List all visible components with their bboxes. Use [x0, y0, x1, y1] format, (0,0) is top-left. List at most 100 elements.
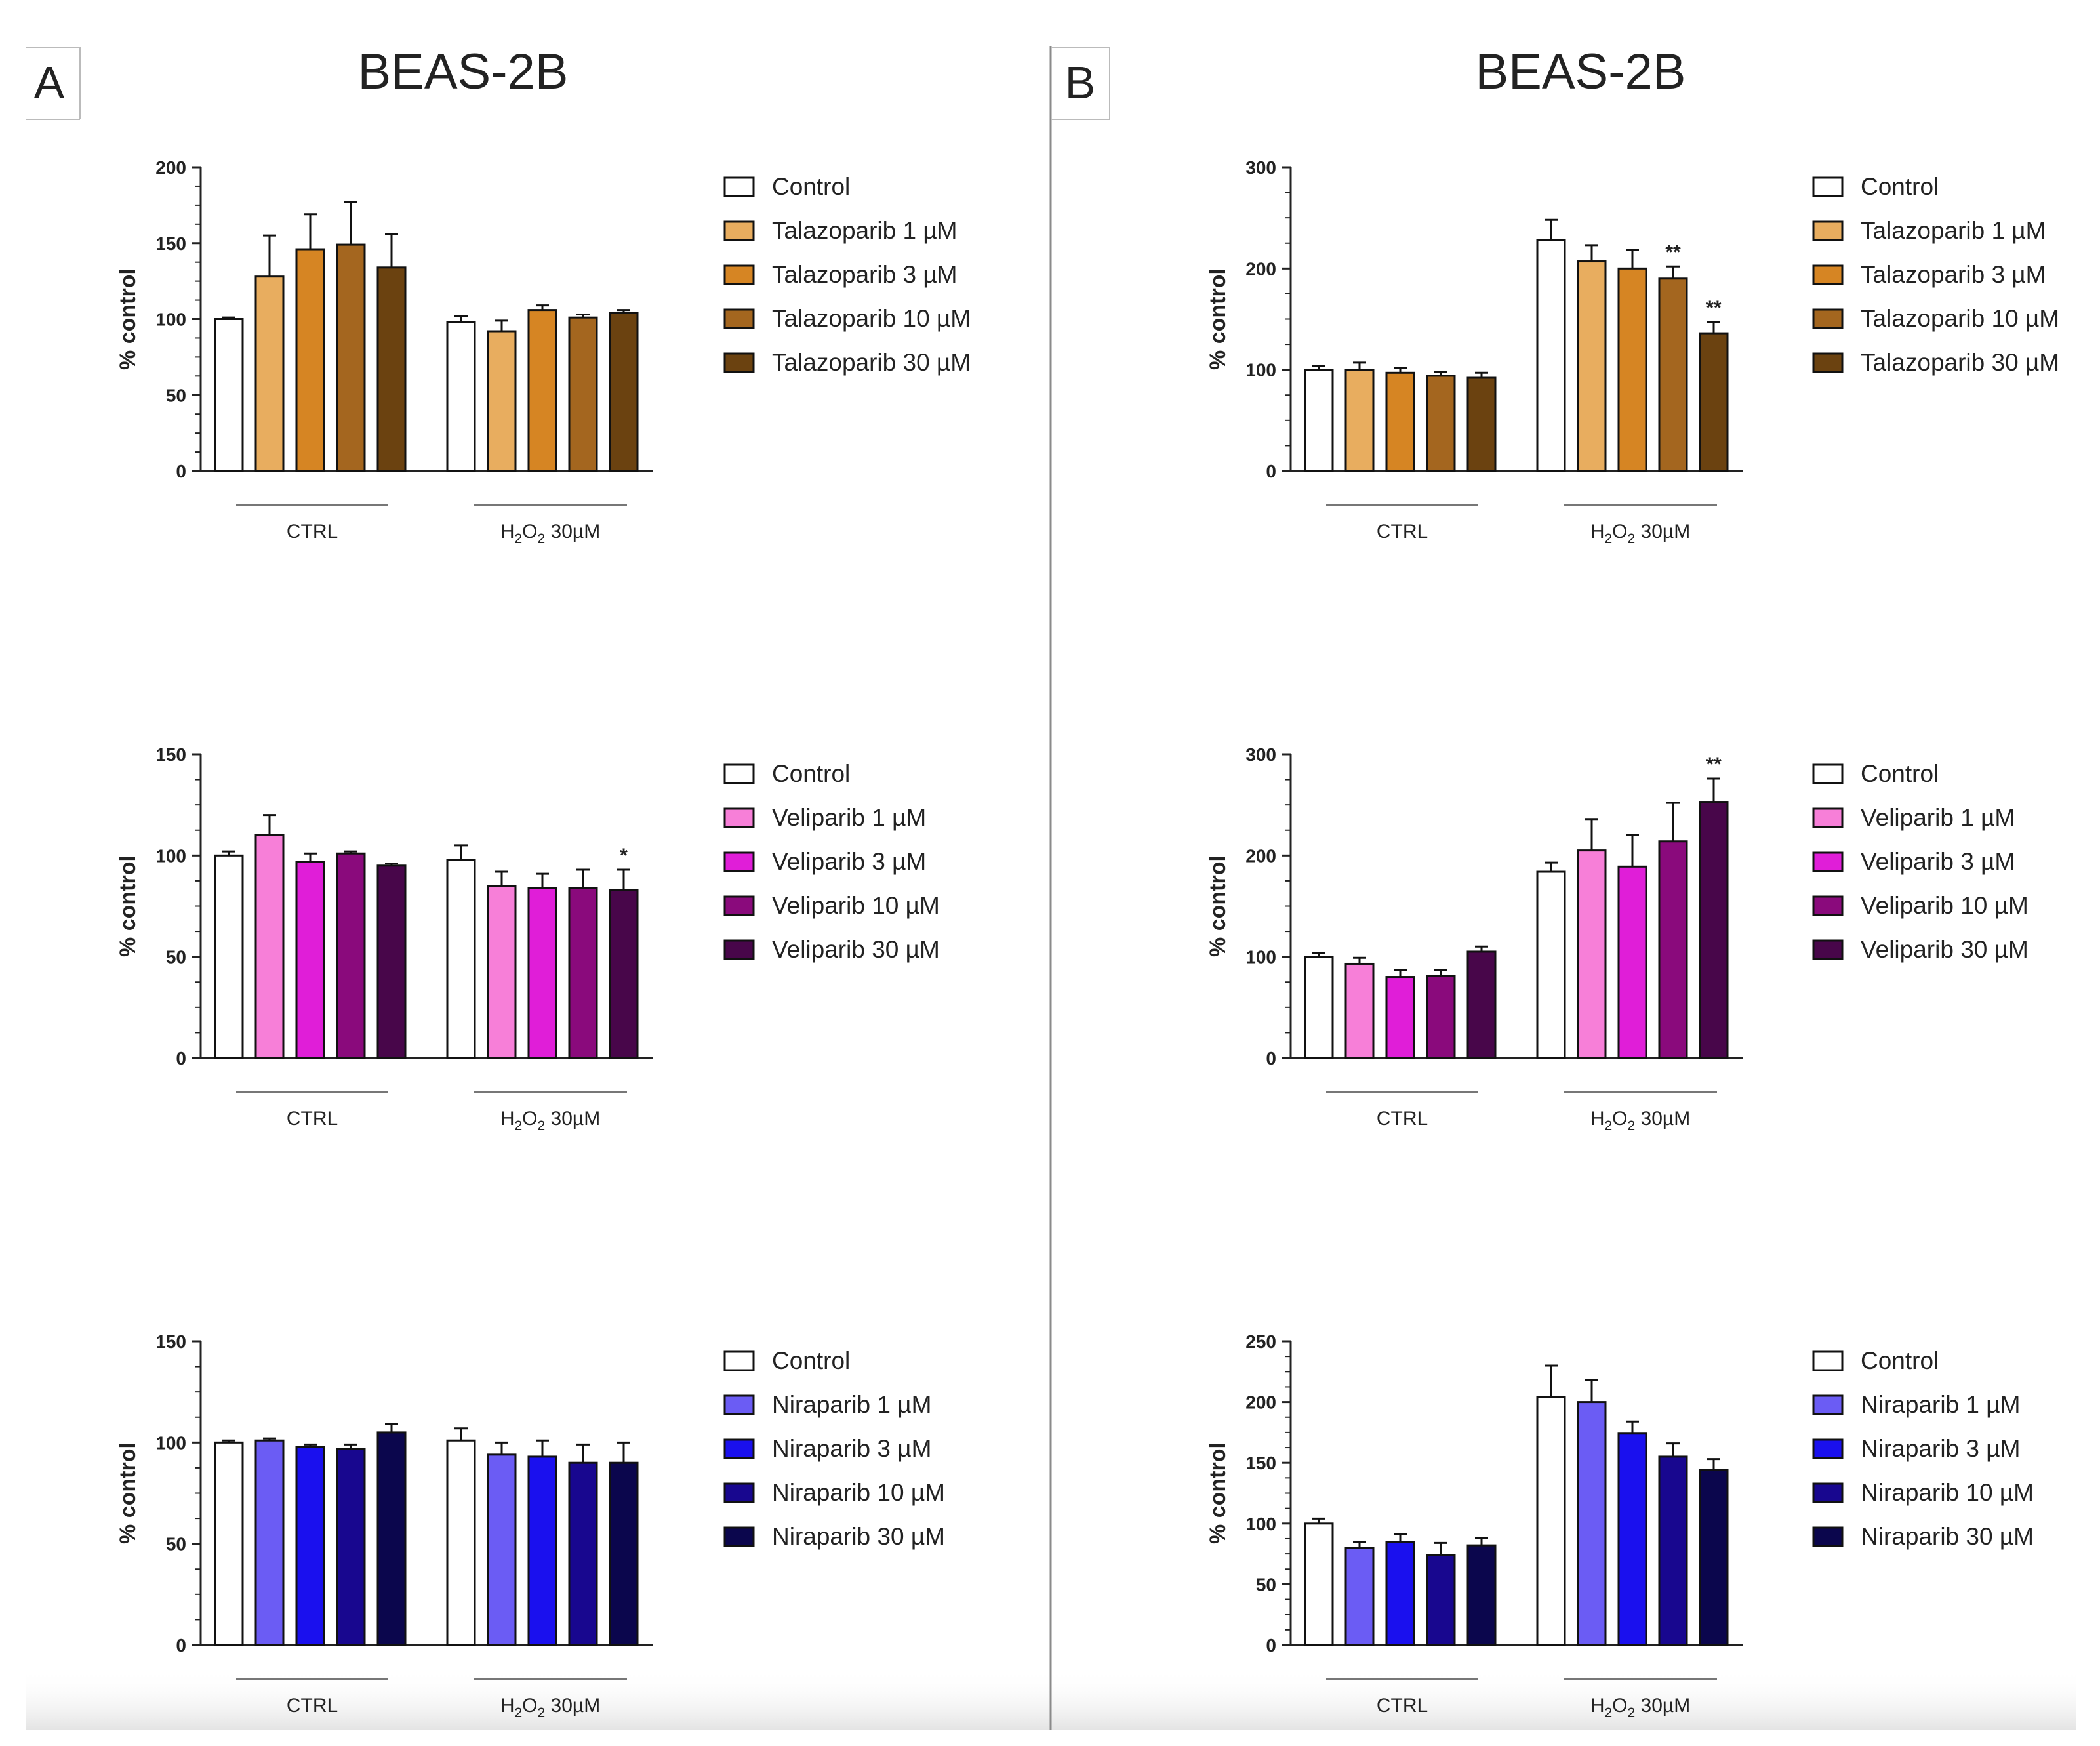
- y-axis-label: % control: [1205, 1442, 1230, 1544]
- bar: [1617, 865, 1647, 1059]
- bar: [1577, 1401, 1607, 1646]
- panel-a-title: BEAS-2B: [357, 44, 568, 100]
- bar: [1699, 1469, 1729, 1646]
- legend-swatch: [723, 1482, 755, 1503]
- panel-a-letter-box: A: [26, 47, 81, 120]
- group-label-h2o2-part: H: [500, 521, 515, 542]
- group-label-h2o2-part: H: [1590, 1108, 1605, 1129]
- group-label-h2o2: H2O2 30µM: [500, 1108, 600, 1133]
- legend-label: Veliparib 1 µM: [772, 804, 926, 831]
- bar: [254, 275, 285, 472]
- group-label-h2o2-part: 2: [1604, 1118, 1612, 1133]
- bar: [487, 1453, 517, 1646]
- legend-label: Niraparib 3 µM: [1861, 1435, 2020, 1462]
- panel-b-letter-box: B: [1051, 47, 1110, 120]
- bar: [1617, 267, 1647, 472]
- group-label-h2o2-part: H: [1590, 521, 1605, 542]
- legend-swatch: [723, 1526, 755, 1547]
- bar: [1426, 375, 1456, 472]
- group-label-h2o2-part: O: [522, 1108, 537, 1129]
- legend-swatch: [1812, 807, 1844, 828]
- legend-label: Talazoparib 1 µM: [772, 217, 958, 244]
- bar: [487, 885, 517, 1059]
- bar: [1304, 369, 1334, 472]
- y-tick-label: 100: [155, 845, 186, 866]
- y-tick-label: 100: [1245, 360, 1276, 380]
- group-label-ctrl: CTRL: [287, 1695, 338, 1716]
- bar: [1426, 975, 1456, 1059]
- bar: [336, 1448, 366, 1646]
- group-label-h2o2-part: 2: [538, 1705, 546, 1720]
- y-tick-label: 150: [155, 744, 186, 765]
- group-label-h2o2-part: 2: [514, 1118, 522, 1133]
- legend-swatch: [723, 895, 755, 916]
- legend-label: Control: [772, 1347, 850, 1374]
- legend-label: Niraparib 1 µM: [772, 1391, 931, 1418]
- legend-swatch: [723, 1394, 755, 1415]
- group-label-h2o2-part: 30µM: [545, 521, 600, 542]
- legend-swatch: [723, 220, 755, 241]
- legend-label: Talazoparib 30 µM: [772, 349, 971, 376]
- y-axis-label: % control: [115, 268, 140, 370]
- y-tick-label: 200: [1245, 1392, 1276, 1413]
- bar: [295, 861, 325, 1059]
- bar: [214, 854, 244, 1059]
- bar: [336, 852, 366, 1059]
- bar: [527, 887, 557, 1059]
- legend-label: Veliparib 3 µM: [1861, 848, 2015, 875]
- y-axis-label: % control: [1205, 268, 1230, 370]
- bar: [487, 330, 517, 472]
- group-label-h2o2-part: 2: [514, 1705, 522, 1720]
- bar: [214, 1441, 244, 1646]
- legend-swatch: [1812, 308, 1844, 329]
- bar: [376, 864, 407, 1059]
- group-label-h2o2-part: 2: [1604, 1705, 1612, 1720]
- y-tick-label: 0: [176, 1635, 186, 1655]
- legend-label: Control: [772, 760, 850, 787]
- group-label-h2o2-part: 2: [538, 1118, 546, 1133]
- panel-a-letter: A: [34, 57, 65, 108]
- group-label-h2o2-part: H: [1590, 1695, 1605, 1716]
- bar: [1536, 239, 1566, 472]
- group-label-h2o2-part: O: [1612, 1695, 1627, 1716]
- legend-label: Talazoparib 10 µM: [1861, 305, 2059, 332]
- y-tick-label: 100: [1245, 1514, 1276, 1534]
- y-tick-label: 50: [166, 947, 186, 967]
- bar: [1344, 369, 1375, 472]
- bar: [1699, 801, 1729, 1059]
- legend-label: Niraparib 1 µM: [1861, 1391, 2020, 1418]
- group-label-ctrl: CTRL: [287, 1108, 338, 1129]
- y-tick-label: 300: [1245, 744, 1276, 765]
- group-label-h2o2-part: 2: [1604, 531, 1612, 546]
- legend-label: Control: [1861, 1347, 1939, 1374]
- group-label-h2o2-part: 2: [1628, 1705, 1636, 1720]
- group-label-ctrl: CTRL: [1377, 521, 1428, 542]
- bar: [1658, 277, 1688, 472]
- legend-label: Veliparib 30 µM: [772, 936, 940, 963]
- y-tick-label: 0: [176, 1048, 186, 1068]
- significance-mark: *: [620, 845, 628, 866]
- group-label-ctrl: CTRL: [1377, 1695, 1428, 1716]
- legend-swatch: [723, 264, 755, 285]
- group-label-h2o2-part: 30µM: [1635, 1695, 1690, 1716]
- y-tick-label: 200: [155, 157, 186, 178]
- bar: [254, 1439, 285, 1646]
- y-tick-label: 50: [166, 1534, 186, 1554]
- legend-swatch: [1812, 851, 1844, 872]
- group-label-h2o2-part: 30µM: [1635, 1108, 1690, 1129]
- y-tick-label: 0: [1266, 1048, 1276, 1068]
- y-axis-label: % control: [115, 855, 140, 957]
- bar: [568, 1461, 598, 1646]
- bar: [1385, 976, 1415, 1059]
- legend-label: Talazoparib 30 µM: [1861, 349, 2059, 376]
- bar: [446, 1439, 476, 1646]
- legend-swatch: [1812, 220, 1844, 241]
- group-label-h2o2: H2O2 30µM: [1590, 1695, 1690, 1720]
- bar: [336, 243, 366, 472]
- legend-swatch: [1812, 352, 1844, 373]
- legend-swatch: [1812, 1438, 1844, 1459]
- legend-swatch: [723, 807, 755, 828]
- bar: [1466, 1544, 1497, 1646]
